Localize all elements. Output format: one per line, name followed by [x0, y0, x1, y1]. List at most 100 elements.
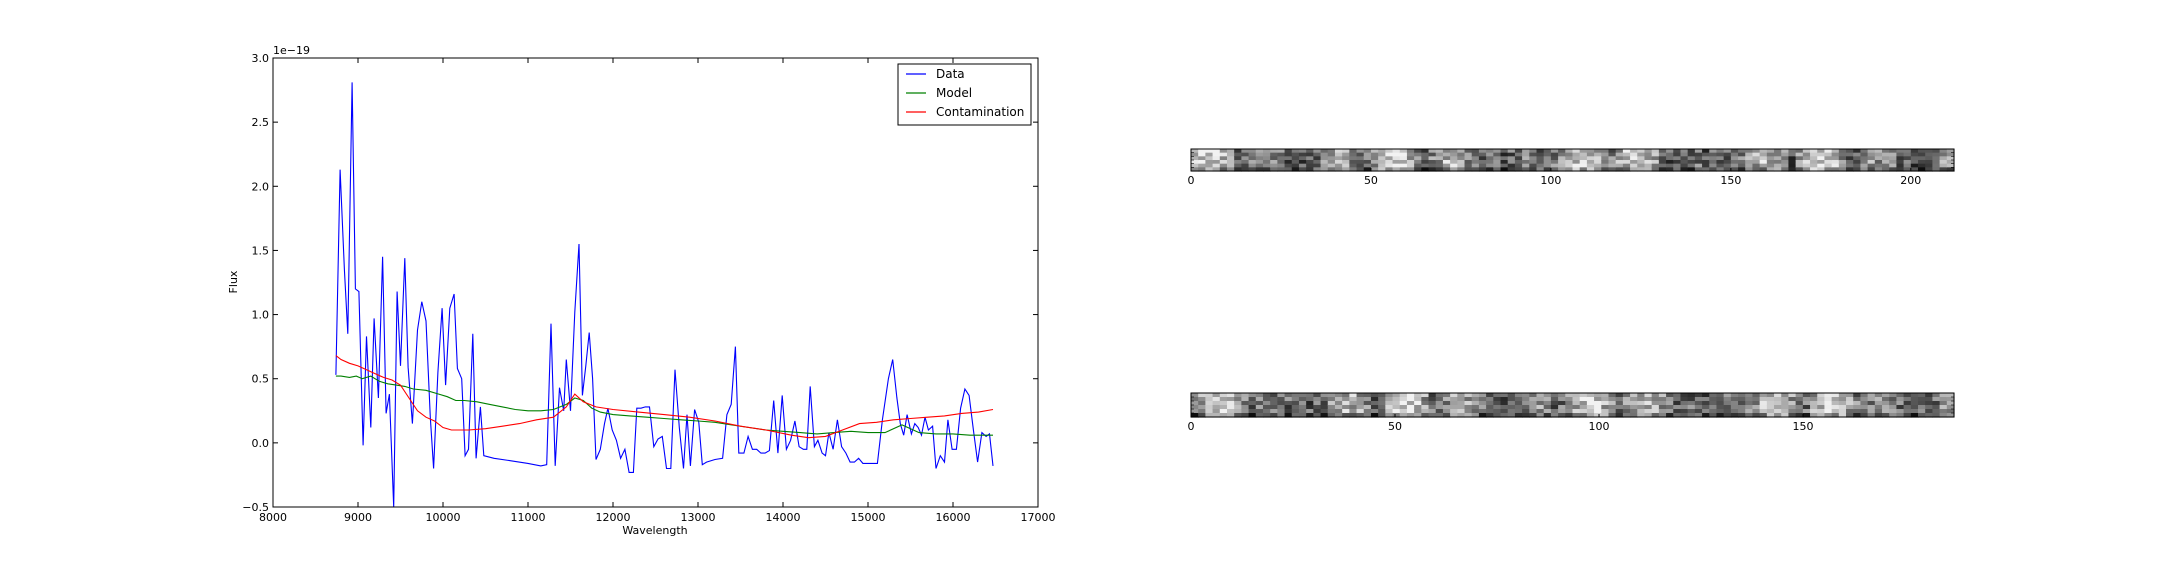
image-pixel — [1925, 401, 1934, 406]
image-pixel — [1457, 160, 1466, 165]
image-pixel — [1658, 405, 1667, 410]
image-pixel — [1327, 409, 1336, 414]
image-pixel — [1673, 405, 1682, 410]
image-pixel — [1320, 413, 1329, 418]
image-pixel — [1270, 149, 1278, 154]
image-pixel — [1630, 167, 1638, 172]
image-pixel — [1896, 397, 1905, 402]
image-pixel — [1500, 401, 1509, 406]
image-pixel — [1478, 152, 1487, 157]
image-pixel — [1637, 160, 1646, 165]
image-pixel — [1579, 397, 1588, 402]
image-pixel — [1457, 149, 1466, 154]
image-pixel — [1277, 163, 1286, 168]
image-pixel — [1889, 156, 1898, 161]
image-pixel — [1529, 149, 1538, 154]
image-pixel — [1327, 160, 1336, 165]
image-pixel — [1622, 160, 1631, 165]
image-pixel — [1392, 156, 1401, 161]
image-pixel — [1226, 156, 1235, 161]
image-pixel — [1673, 156, 1682, 161]
image-pixel — [1378, 393, 1386, 398]
image-pixel — [1658, 152, 1667, 157]
image-pixel — [1644, 167, 1653, 172]
image-pixel — [1745, 397, 1754, 402]
image-pixel — [1932, 409, 1941, 414]
image-pixel — [1738, 405, 1746, 410]
image-pixel — [1831, 409, 1840, 414]
image-pixel — [1831, 167, 1840, 172]
image-pixel — [1392, 413, 1401, 418]
image-pixel — [1594, 160, 1602, 165]
image-pixel — [1320, 409, 1329, 414]
image-pixel — [1226, 167, 1235, 172]
image-pixel — [1860, 163, 1869, 168]
image-pixel — [1378, 167, 1386, 172]
image-pixel — [1406, 149, 1415, 154]
image-pixel — [1435, 401, 1444, 406]
image-pixel — [1442, 163, 1451, 168]
image-pixel — [1694, 405, 1703, 410]
image-pixel — [1608, 405, 1617, 410]
x-tick-label: 13000 — [681, 511, 716, 524]
image-pixel — [1399, 413, 1408, 418]
image-pixel — [1860, 160, 1869, 165]
image-pixel — [1565, 160, 1574, 165]
image-pixel — [1824, 413, 1833, 418]
image-pixel — [1406, 409, 1415, 414]
image-pixel — [1435, 393, 1444, 398]
image-pixel — [1291, 413, 1300, 418]
image-pixel — [1802, 413, 1811, 418]
image-pixel — [1874, 393, 1883, 398]
image-pixel — [1507, 156, 1516, 161]
spectrum-image-bottom: 0 50 100 150 — [1188, 392, 1955, 433]
image-pixel — [1522, 393, 1530, 398]
image-pixel — [1601, 401, 1610, 406]
x-tick-label: 15000 — [851, 511, 886, 524]
spectrum-y-axis-label: Flux — [227, 270, 240, 293]
image-pixel — [1802, 160, 1811, 165]
image-pixel — [1550, 160, 1559, 165]
image-pixel — [1824, 393, 1833, 398]
image-pixel — [1817, 393, 1826, 398]
image-pixel — [1925, 149, 1934, 154]
image-pixel — [1226, 397, 1235, 402]
image-pixel — [1759, 160, 1768, 165]
image-pixel — [1572, 163, 1581, 168]
image-pixel — [1514, 160, 1523, 165]
image-pixel — [1529, 167, 1538, 172]
image-pixel — [1601, 167, 1610, 172]
image-pixel — [1471, 156, 1480, 161]
image-pixel — [1925, 160, 1934, 165]
image-pixel — [1378, 405, 1386, 410]
image-pixel — [1500, 156, 1509, 161]
image-pixel — [1378, 163, 1386, 168]
image-pixel — [1486, 149, 1494, 154]
image-pixel — [1903, 409, 1912, 414]
image-pixel — [1248, 149, 1257, 154]
image-pixel — [1507, 413, 1516, 418]
image-pixel — [1824, 160, 1833, 165]
image-pixel — [1313, 401, 1322, 406]
image-pixel — [1594, 393, 1602, 398]
image-pixel — [1745, 393, 1754, 398]
image-pixel — [1752, 393, 1761, 398]
image-pixel — [1514, 401, 1523, 406]
image-pixel — [1414, 163, 1422, 168]
image-pixel — [1630, 160, 1638, 165]
image-pixel — [1442, 160, 1451, 165]
image-pixel — [1752, 397, 1761, 402]
image-pixel — [1342, 397, 1350, 402]
image-pixel — [1802, 156, 1811, 161]
image-pixel — [1270, 405, 1278, 410]
image-pixel — [1709, 397, 1718, 402]
image-pixel — [1853, 156, 1862, 161]
image-pixel — [1457, 413, 1466, 418]
image-pixel — [1226, 149, 1235, 154]
image-pixel — [1788, 409, 1797, 414]
image-pixel — [1399, 397, 1408, 402]
image-pixel — [1838, 401, 1847, 406]
image-pixel — [1298, 167, 1307, 172]
image-pixel — [1363, 413, 1372, 418]
image-pixel — [1471, 409, 1480, 414]
